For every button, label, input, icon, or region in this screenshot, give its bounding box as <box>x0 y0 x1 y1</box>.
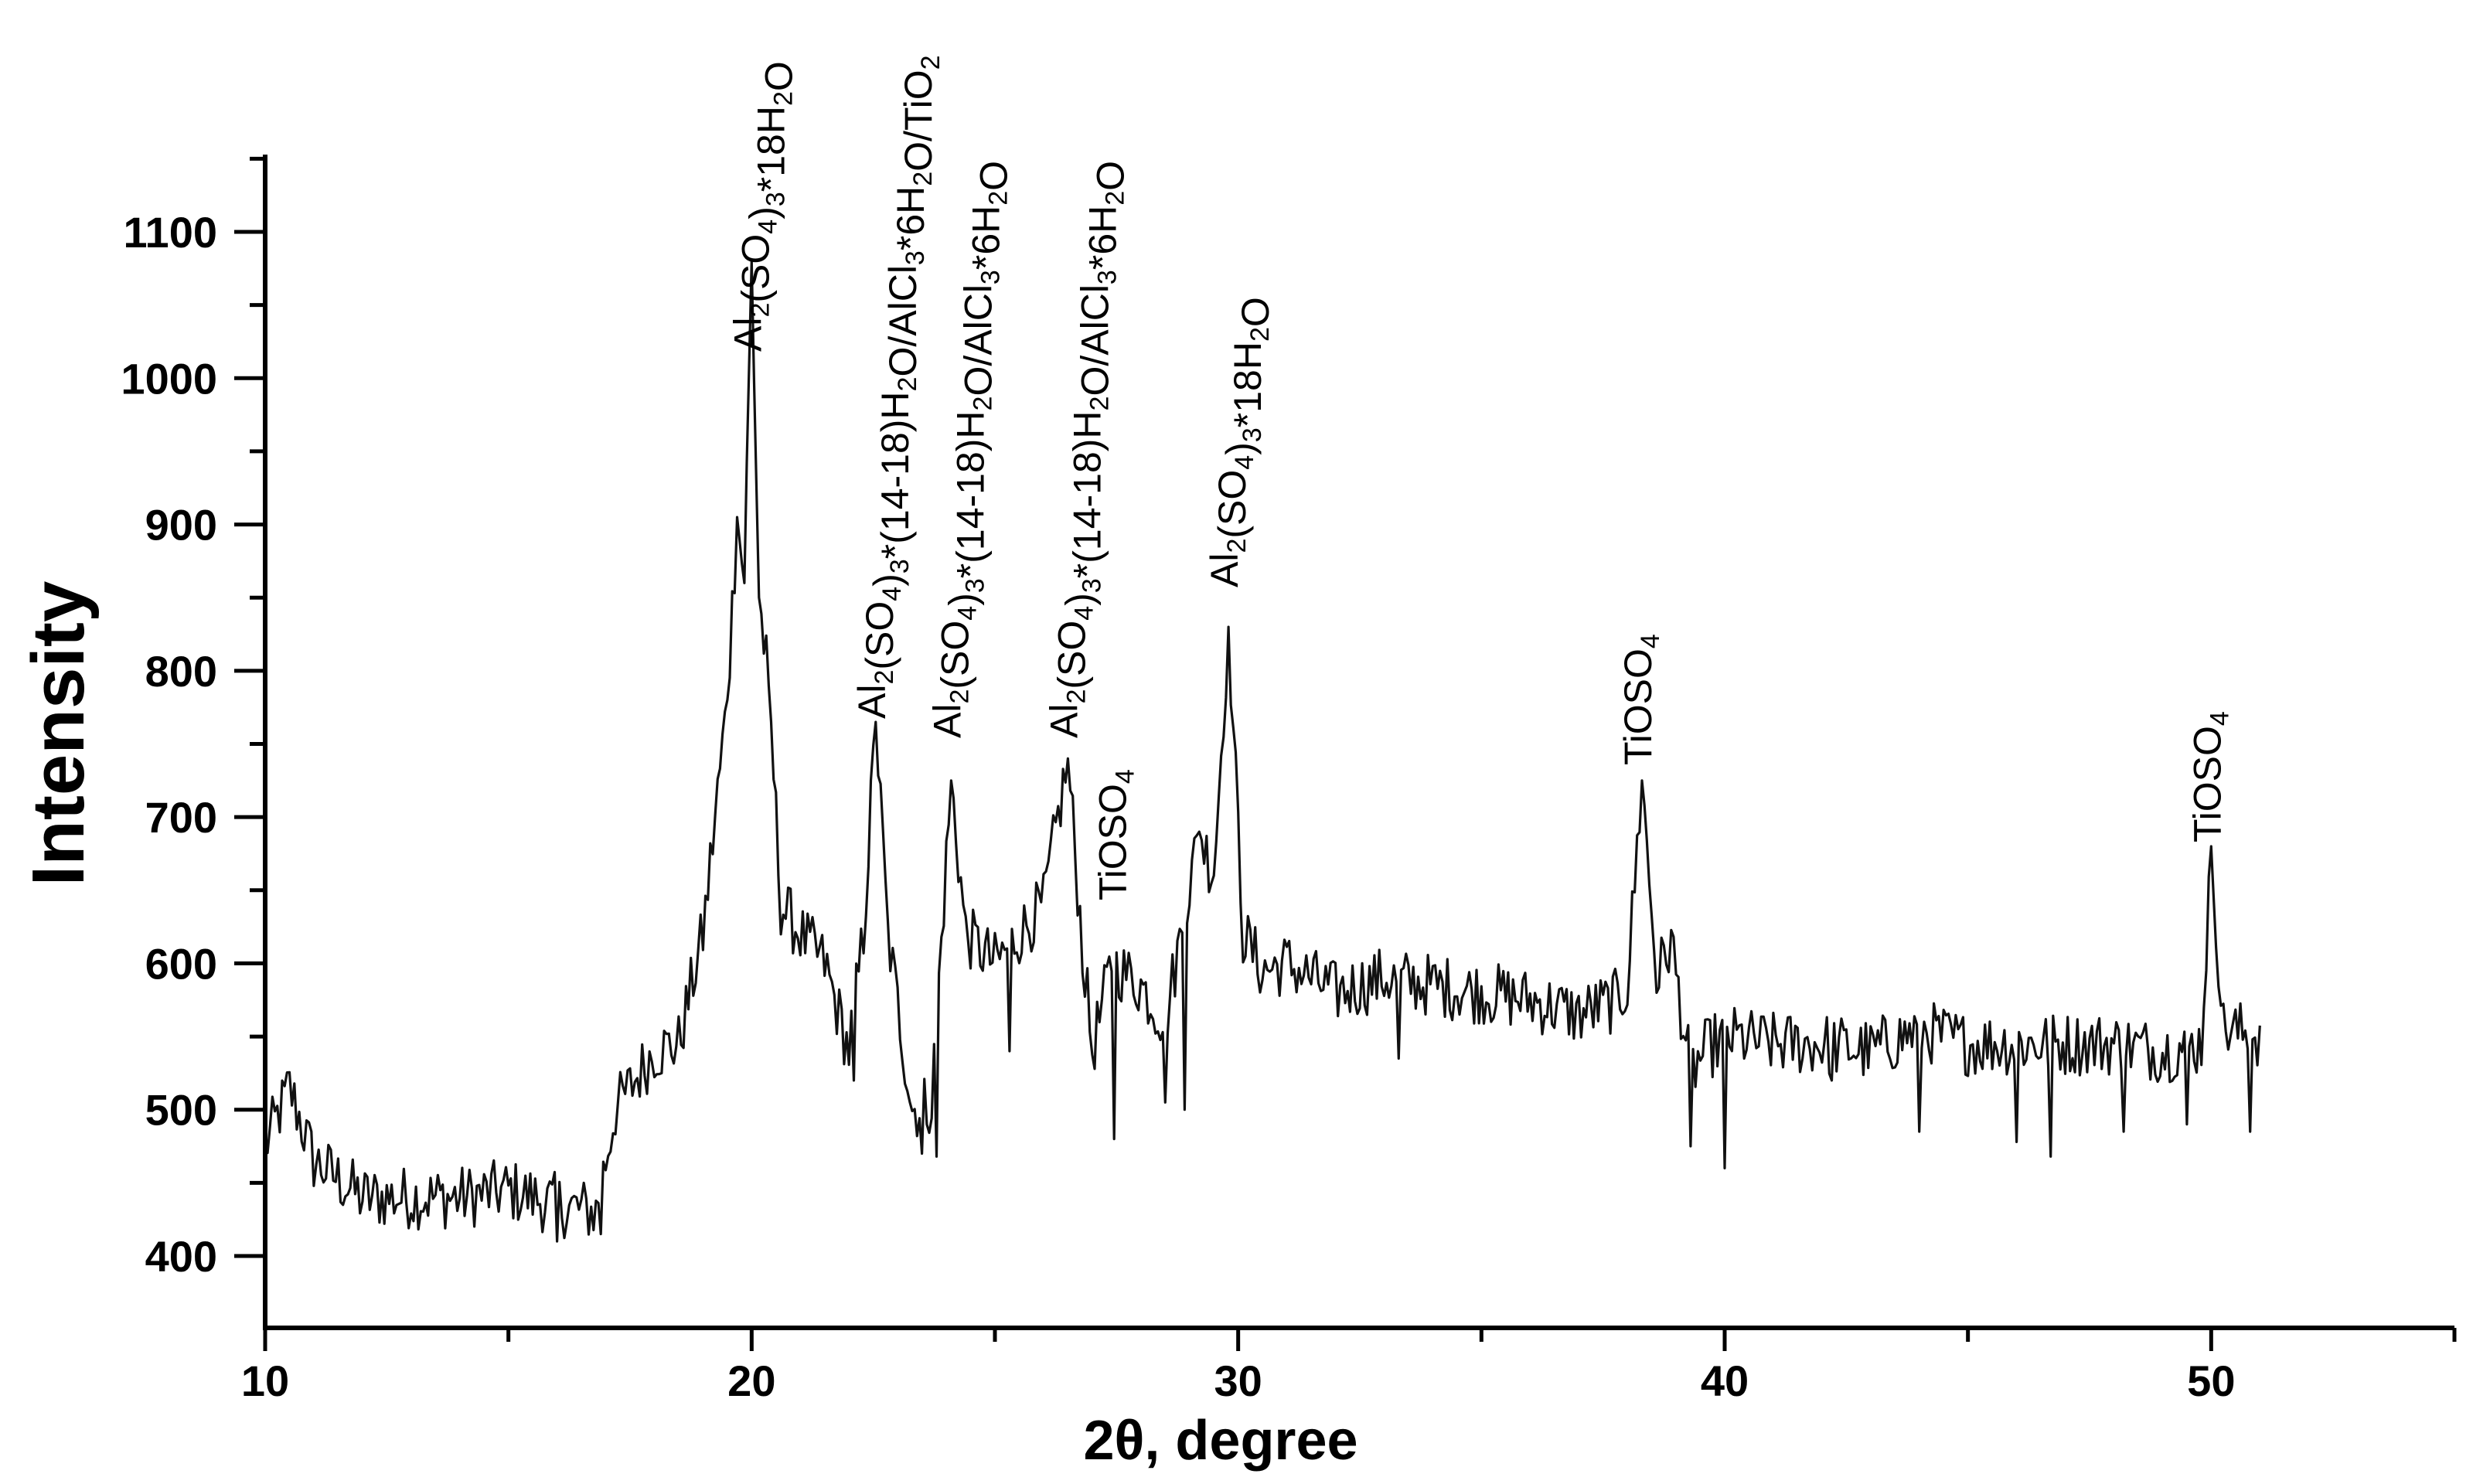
y-tick-label: 400 <box>145 1232 217 1281</box>
y-axis-label: Intensity <box>17 581 100 887</box>
peak-label: Al2(SO4)3*18H2O <box>1203 297 1277 587</box>
peak-label: TiOSO4 <box>1616 634 1665 765</box>
peak-label: Al2(SO4)3*(14-18)H2O/AlCl3*6H2O <box>925 161 1015 738</box>
x-tick-label: 30 <box>1214 1356 1262 1405</box>
y-tick-label: 1000 <box>121 354 217 403</box>
peak-label: Al2(SO4)3*18H2O <box>726 61 800 352</box>
y-tick-label: 1100 <box>124 208 218 257</box>
x-tick-label: 50 <box>2187 1356 2235 1405</box>
y-tick-label: 500 <box>145 1086 217 1135</box>
x-axis-ticks: 10 20 30 40 50 <box>241 1328 2457 1405</box>
y-tick-label: 600 <box>145 939 217 988</box>
y-tick-label: 700 <box>145 793 217 842</box>
peak-label: TiOSO4 <box>1091 769 1139 900</box>
x-tick-label: 10 <box>241 1356 289 1405</box>
y-axis-ticks: 400 500 600 700 800 900 1000 1100 <box>121 156 265 1281</box>
peak-label: Al2(SO4)3*(14-18)H2O/AlCl3*6H2O <box>1042 161 1132 738</box>
peak-label: TiOSO4 <box>2185 711 2234 842</box>
x-axis-label: 2θ, degree <box>1083 1410 1357 1472</box>
x-tick-label: 20 <box>727 1356 775 1405</box>
y-tick-label: 900 <box>145 501 217 550</box>
peak-annotations: Al2(SO4)3*18H2O Al2(SO4)3*(14-18)H2O/AlCl… <box>726 55 2234 900</box>
peak-label: Al2(SO4)3*(14-18)H2O/AlCl3*6H2O/TiO2 <box>850 55 945 719</box>
x-tick-label: 40 <box>1701 1356 1749 1405</box>
y-tick-label: 800 <box>145 647 217 696</box>
intensity-series-line <box>264 260 2261 1243</box>
